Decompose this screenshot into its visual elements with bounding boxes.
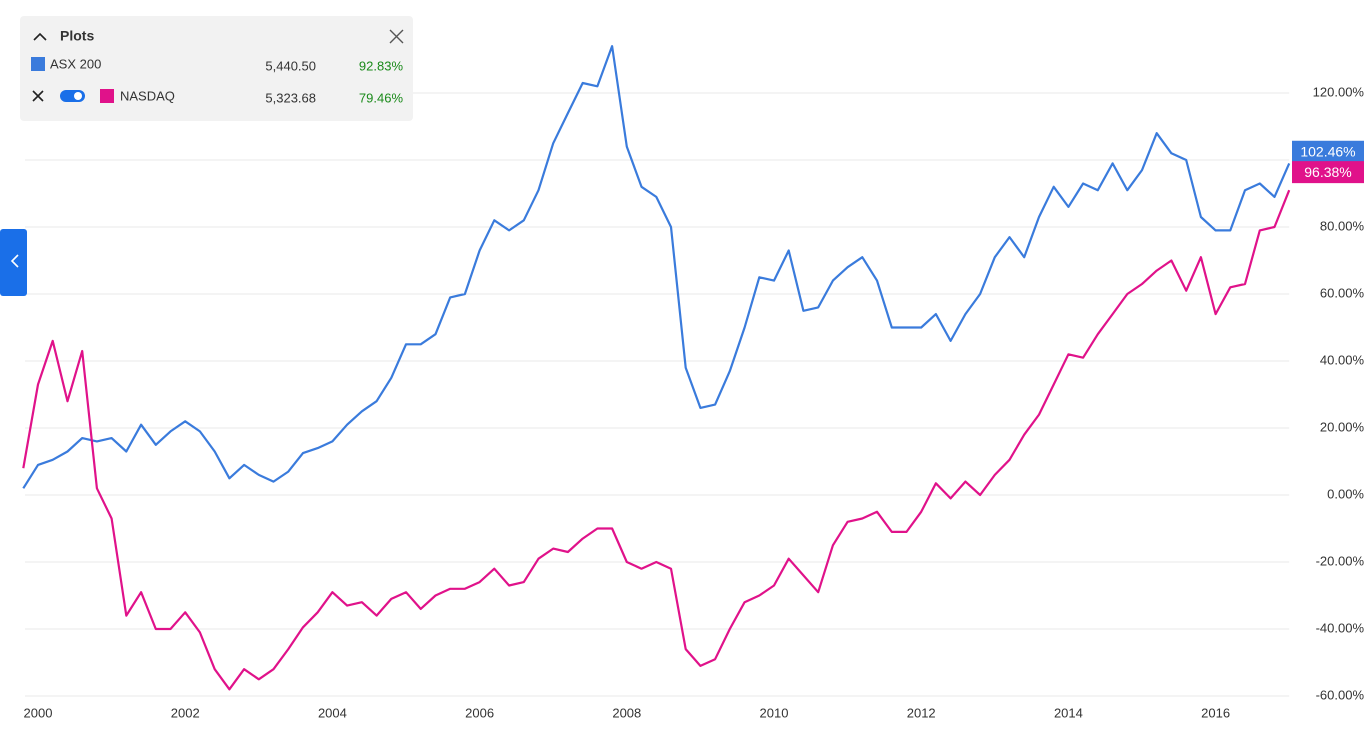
legend-swatch xyxy=(100,89,114,103)
legend-swatch xyxy=(31,57,45,71)
price-tag xyxy=(1292,140,1364,163)
legend-label: NASDAQ xyxy=(120,88,175,103)
series-line xyxy=(22,45,1291,489)
y-tick-label: -60.00% xyxy=(1316,687,1365,702)
x-tick-label: 2012 xyxy=(907,705,936,720)
toggle-knob xyxy=(74,92,82,100)
collapse-icon[interactable] xyxy=(33,32,47,41)
series-line xyxy=(22,189,1291,691)
x-tick-label: 2014 xyxy=(1054,705,1083,720)
side-tab-icon xyxy=(10,254,19,268)
plots-panel xyxy=(20,16,413,121)
price-tag-label: 102.46% xyxy=(1300,143,1355,159)
x-tick-label: 2002 xyxy=(171,705,200,720)
x-tick-label: 2016 xyxy=(1201,705,1230,720)
x-tick-label: 2008 xyxy=(612,705,641,720)
price: 5,323.68 xyxy=(265,90,316,105)
change: 79.46% xyxy=(359,90,404,105)
remove-icon[interactable] xyxy=(32,90,44,102)
y-tick-label: 60.00% xyxy=(1320,285,1365,300)
y-tick-label: 40.00% xyxy=(1320,352,1365,367)
price-tag xyxy=(1292,161,1364,184)
change: 92.83% xyxy=(359,58,404,73)
close-icon[interactable] xyxy=(389,29,404,44)
x-tick-label: 2006 xyxy=(465,705,494,720)
panel-title: Plots xyxy=(60,28,94,44)
y-tick-label: -20.00% xyxy=(1316,553,1365,568)
x-tick-label: 2004 xyxy=(318,705,347,720)
y-tick-label: 0.00% xyxy=(1327,486,1364,501)
x-tick-label: 2010 xyxy=(760,705,789,720)
price: 5,440.50 xyxy=(265,58,316,73)
legend-label: ASX 200 xyxy=(50,56,101,71)
y-tick-label: -40.00% xyxy=(1316,620,1365,635)
y-tick-label: 80.00% xyxy=(1320,218,1365,233)
y-tick-label: 20.00% xyxy=(1320,419,1365,434)
x-tick-label: 2000 xyxy=(24,705,53,720)
y-tick-label: 120.00% xyxy=(1313,84,1365,99)
price-tag-label: 96.38% xyxy=(1304,164,1351,180)
